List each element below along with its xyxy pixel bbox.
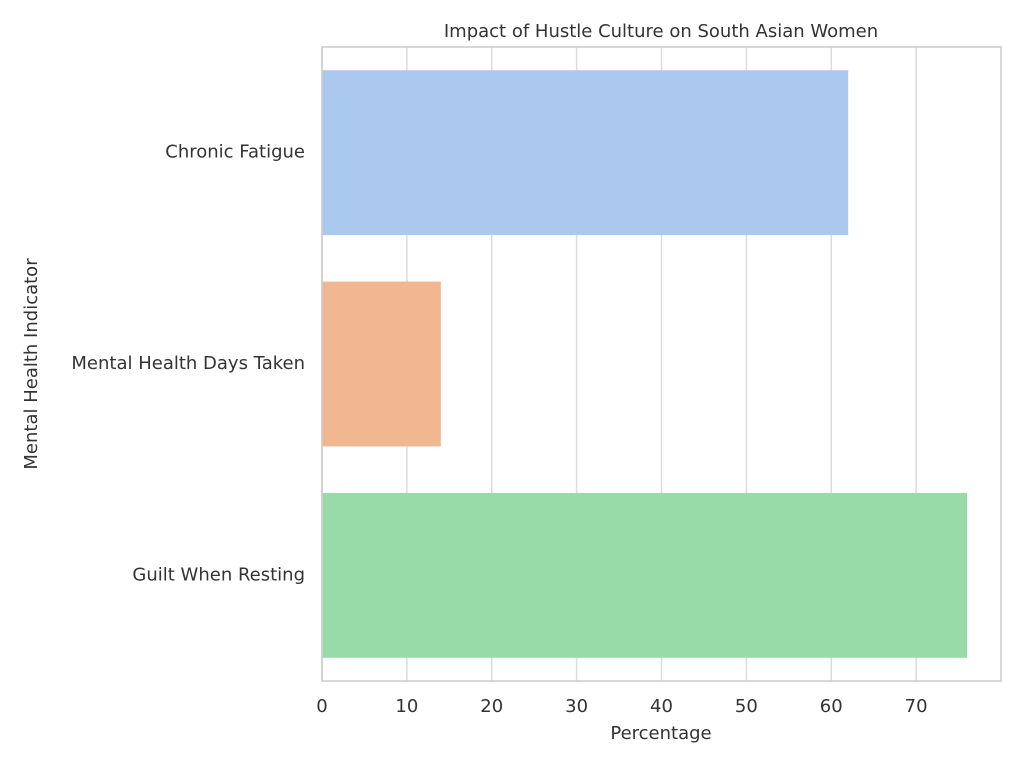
y-tick-label: Guilt When Resting [132, 564, 305, 585]
y-axis-label: Mental Health Indicator [21, 258, 42, 470]
chart-title: Impact of Hustle Culture on South Asian … [444, 21, 878, 42]
y-tick-label: Chronic Fatigue [165, 142, 305, 163]
bar [322, 281, 441, 447]
x-tick-label: 30 [565, 696, 588, 717]
bar [322, 492, 968, 658]
bar [322, 70, 849, 236]
x-tick-label: 10 [395, 696, 418, 717]
x-tick-label: 0 [316, 696, 327, 717]
x-tick-label: 40 [650, 696, 673, 717]
x-axis-label: Percentage [610, 723, 711, 744]
x-tick-label: 60 [820, 696, 843, 717]
y-tick-label: Mental Health Days Taken [71, 353, 305, 374]
x-tick-label: 50 [735, 696, 758, 717]
x-tick-label: 20 [480, 696, 503, 717]
x-tick-label: 70 [905, 696, 928, 717]
plot-frame [321, 46, 1002, 682]
